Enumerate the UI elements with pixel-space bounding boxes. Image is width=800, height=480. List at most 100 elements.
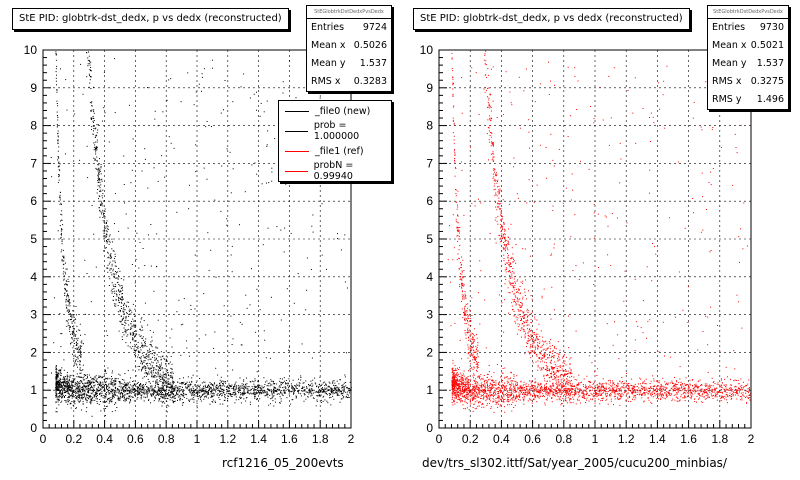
- data-point: [167, 372, 169, 374]
- data-point: [135, 258, 137, 260]
- data-point: [88, 59, 90, 61]
- data-point: [192, 386, 194, 388]
- data-point: [83, 389, 85, 391]
- data-point: [140, 384, 142, 385]
- data-point: [85, 378, 87, 380]
- data-point: [167, 352, 169, 354]
- data-point: [92, 125, 94, 127]
- data-point: [108, 383, 110, 385]
- data-point: [160, 400, 162, 402]
- data-point: [70, 402, 72, 404]
- data-point: [158, 398, 160, 400]
- data-point: [713, 394, 714, 396]
- data-point: [79, 369, 81, 371]
- data-point: [126, 335, 128, 337]
- data-point: [482, 403, 484, 405]
- data-point: [319, 389, 321, 391]
- data-point: [306, 289, 308, 291]
- data-point: [195, 389, 197, 391]
- data-point: [168, 389, 170, 391]
- data-point: [316, 400, 318, 402]
- data-point: [112, 273, 114, 275]
- data-point: [125, 213, 127, 215]
- data-point: [148, 371, 150, 373]
- data-point: [492, 383, 494, 385]
- data-point: [264, 384, 266, 385]
- data-point: [291, 385, 293, 387]
- data-point: [519, 385, 521, 387]
- data-point: [161, 388, 163, 390]
- data-point: [107, 251, 109, 253]
- data-point: [109, 278, 111, 280]
- data-point: [62, 381, 64, 383]
- data-point: [153, 392, 155, 394]
- data-point: [56, 377, 58, 379]
- data-point: [527, 400, 529, 402]
- data-point: [144, 344, 146, 346]
- data-point: [297, 273, 299, 275]
- data-point: [516, 396, 518, 398]
- data-point: [58, 388, 60, 390]
- data-point: [453, 379, 455, 381]
- data-point: [471, 391, 473, 393]
- data-point: [72, 385, 74, 387]
- data-point: [171, 399, 173, 401]
- data-point: [349, 392, 351, 394]
- data-point: [77, 399, 79, 401]
- data-point: [90, 61, 92, 63]
- data-point: [82, 394, 83, 396]
- data-point: [289, 391, 291, 393]
- data-point: [566, 388, 568, 390]
- data-point: [114, 283, 116, 285]
- data-point: [143, 393, 145, 395]
- data-point: [344, 234, 346, 236]
- data-point: [93, 389, 94, 391]
- data-point: [111, 238, 113, 240]
- data-point: [294, 385, 296, 387]
- data-point: [258, 391, 260, 393]
- data-point: [473, 392, 475, 394]
- data-point: [123, 316, 125, 318]
- data-point: [86, 52, 88, 54]
- data-point: [134, 308, 136, 310]
- data-point: [712, 385, 714, 387]
- data-point: [162, 377, 164, 379]
- data-point: [215, 384, 217, 386]
- data-point: [687, 383, 689, 385]
- data-point: [56, 115, 58, 117]
- data-point: [200, 391, 202, 393]
- data-point: [102, 205, 104, 207]
- data-point: [223, 383, 224, 385]
- data-point: [112, 382, 114, 384]
- data-point: [56, 407, 58, 409]
- data-point: [531, 402, 533, 404]
- data-point: [458, 390, 460, 392]
- data-point: [60, 202, 62, 204]
- data-point: [92, 109, 94, 111]
- data-point: [124, 394, 126, 396]
- data-point: [257, 380, 259, 382]
- data-point: [125, 316, 127, 318]
- data-point: [98, 174, 100, 176]
- data-point: [59, 390, 61, 392]
- data-point: [516, 385, 518, 386]
- data-point: [180, 393, 182, 395]
- data-point: [82, 387, 83, 389]
- data-point: [108, 141, 110, 143]
- data-point: [93, 121, 94, 123]
- data-point: [85, 389, 87, 391]
- data-point: [177, 399, 178, 401]
- data-point: [308, 385, 310, 387]
- data-point: [272, 392, 274, 394]
- data-point: [127, 384, 129, 386]
- data-point: [203, 385, 204, 387]
- data-point: [108, 398, 110, 400]
- data-point: [574, 391, 576, 393]
- data-point: [501, 400, 503, 402]
- data-point: [298, 392, 300, 394]
- data-point: [295, 395, 297, 397]
- data-point: [255, 389, 257, 391]
- data-point: [66, 378, 68, 380]
- data-point: [68, 312, 70, 314]
- data-point: [141, 326, 143, 328]
